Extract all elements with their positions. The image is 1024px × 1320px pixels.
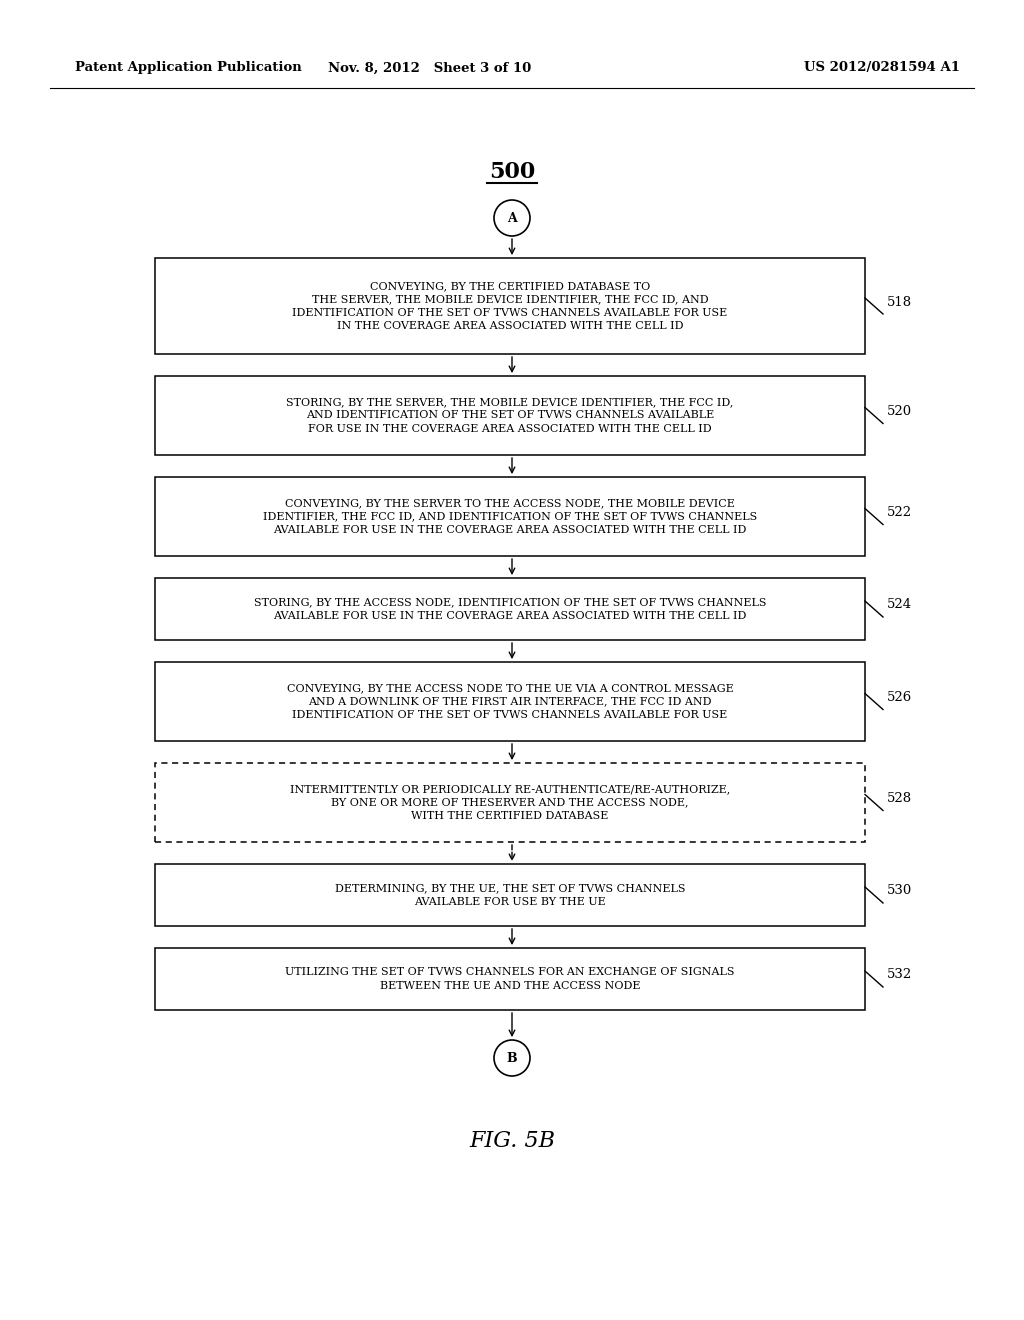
Text: CONVEYING, BY THE ACCESS NODE TO THE UE VIA A CONTROL MESSAGE
AND A DOWNLINK OF : CONVEYING, BY THE ACCESS NODE TO THE UE … [287,684,733,719]
Bar [155,663,865,741]
Text: 530: 530 [887,884,912,898]
Bar [155,865,865,927]
Bar [155,948,865,1010]
Text: CONVEYING, BY THE CERTIFIED DATABASE TO
THE SERVER, THE MOBILE DEVICE IDENTIFIER: CONVEYING, BY THE CERTIFIED DATABASE TO … [293,281,728,331]
Bar [155,477,865,556]
Bar [155,257,865,354]
Text: 522: 522 [887,506,912,519]
Text: STORING, BY THE SERVER, THE MOBILE DEVICE IDENTIFIER, THE FCC ID,
AND IDENTIFICA: STORING, BY THE SERVER, THE MOBILE DEVIC… [287,397,733,434]
Text: 526: 526 [887,690,912,704]
Text: CONVEYING, BY THE SERVER TO THE ACCESS NODE, THE MOBILE DEVICE
IDENTIFIER, THE F: CONVEYING, BY THE SERVER TO THE ACCESS N… [263,498,757,535]
Text: B: B [507,1052,517,1064]
Text: 500: 500 [488,161,536,183]
Bar [155,763,865,842]
Text: 518: 518 [887,296,912,309]
Text: 528: 528 [887,792,912,805]
Text: Nov. 8, 2012   Sheet 3 of 10: Nov. 8, 2012 Sheet 3 of 10 [329,62,531,74]
Text: US 2012/0281594 A1: US 2012/0281594 A1 [804,62,961,74]
Bar [155,578,865,640]
Text: INTERMITTENTLY OR PERIODICALLY RE-AUTHENTICATE/RE-AUTHORIZE,
BY ONE OR MORE OF T: INTERMITTENTLY OR PERIODICALLY RE-AUTHEN… [290,784,730,821]
Text: UTILIZING THE SET OF TVWS CHANNELS FOR AN EXCHANGE OF SIGNALS
BETWEEN THE UE AND: UTILIZING THE SET OF TVWS CHANNELS FOR A… [286,968,735,990]
Text: 532: 532 [887,969,912,982]
Text: STORING, BY THE ACCESS NODE, IDENTIFICATION OF THE SET OF TVWS CHANNELS
AVAILABL: STORING, BY THE ACCESS NODE, IDENTIFICAT… [254,598,766,620]
Text: 524: 524 [887,598,912,611]
Text: FIG. 5B: FIG. 5B [469,1130,555,1152]
Text: Patent Application Publication: Patent Application Publication [75,62,302,74]
Text: 520: 520 [887,405,912,418]
Text: A: A [507,211,517,224]
Bar [155,376,865,455]
Text: DETERMINING, BY THE UE, THE SET OF TVWS CHANNELS
AVAILABLE FOR USE BY THE UE: DETERMINING, BY THE UE, THE SET OF TVWS … [335,883,685,907]
